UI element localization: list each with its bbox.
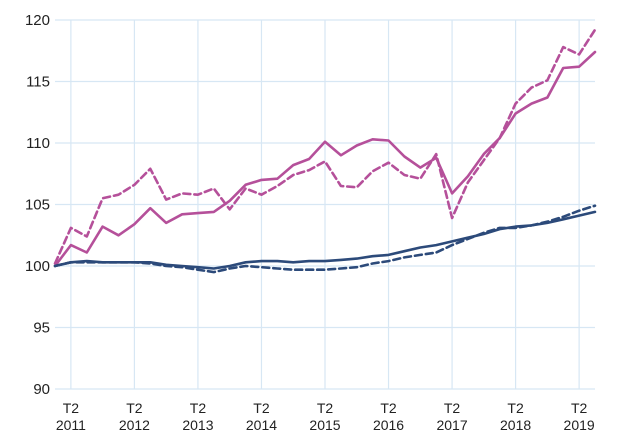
y-tick-label: 105 <box>25 197 50 214</box>
x-tick-label-quarter: T2 <box>190 400 207 416</box>
y-tick-label: 100 <box>25 258 50 275</box>
x-tick-label-year: 2011 <box>56 417 86 433</box>
y-tick-label: 120 <box>25 12 50 29</box>
x-tick-label-year: 2019 <box>564 417 595 433</box>
x-tick-label-year: 2016 <box>373 417 404 433</box>
x-tick-label-year: 2015 <box>309 417 340 433</box>
x-tick-label-quarter: T2 <box>63 400 80 416</box>
x-tick-label-quarter: T2 <box>126 400 143 416</box>
y-tick-label: 110 <box>26 135 50 152</box>
series-line-4 <box>53 204 597 274</box>
y-tick-label: 115 <box>26 74 50 91</box>
x-tick-label-year: 2013 <box>182 417 213 433</box>
x-tick-label-year: 2017 <box>436 417 467 433</box>
x-tick-label-quarter: T2 <box>507 400 524 416</box>
series-line-1 <box>53 50 597 268</box>
x-axis-ticks: T22011T22012T22013T22014T22015T22016T220… <box>56 400 595 433</box>
x-tick-label-quarter: T2 <box>571 400 588 416</box>
series-line-2 <box>53 28 597 265</box>
y-tick-label: 95 <box>33 320 50 337</box>
series-group <box>53 28 597 274</box>
x-tick-label-year: 2018 <box>500 417 531 433</box>
x-tick-label-year: 2012 <box>119 417 150 433</box>
x-tick-label-year: 2014 <box>246 417 277 433</box>
grid-lines <box>55 19 595 390</box>
y-tick-label: 90 <box>33 381 50 398</box>
y-axis-ticks: 90 95 100 105 110 115 120 <box>25 12 50 398</box>
x-tick-label-quarter: T2 <box>380 400 397 416</box>
x-tick-label-quarter: T2 <box>444 400 461 416</box>
x-tick-label-quarter: T2 <box>253 400 270 416</box>
x-tick-label-quarter: T2 <box>317 400 334 416</box>
